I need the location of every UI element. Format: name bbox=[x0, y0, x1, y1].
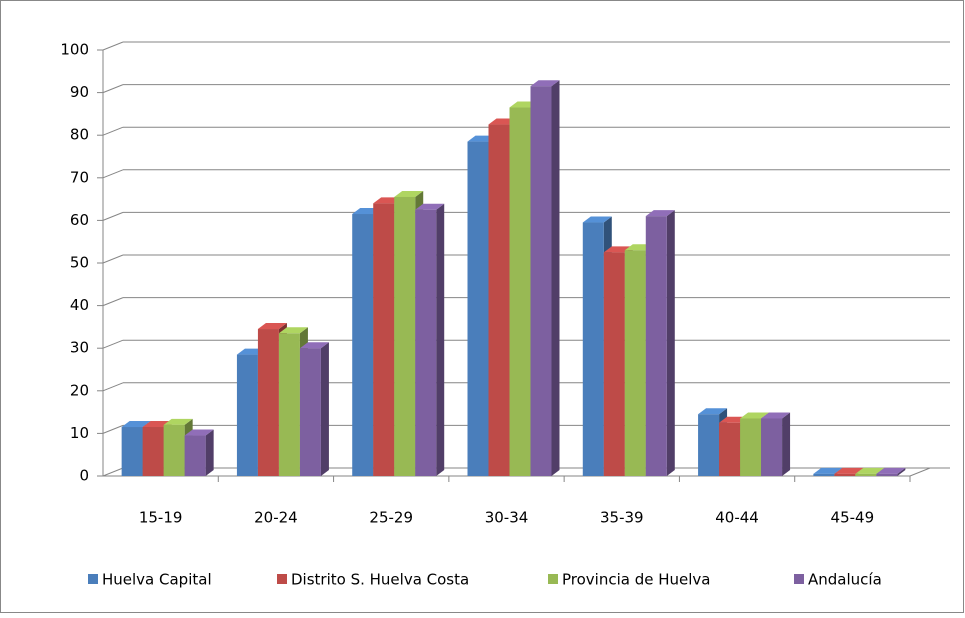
bar-front bbox=[394, 196, 416, 476]
grid-depth bbox=[102, 169, 124, 179]
y-tick-label: 0 bbox=[79, 467, 89, 485]
y-tick-label: 40 bbox=[70, 296, 89, 314]
bar-front bbox=[603, 252, 625, 476]
bar-front bbox=[257, 329, 279, 476]
bar-top bbox=[876, 467, 906, 474]
y-tick-label: 60 bbox=[70, 211, 89, 229]
x-tick-label: 25-29 bbox=[369, 509, 413, 527]
bar-front bbox=[719, 422, 741, 476]
bar-side bbox=[551, 80, 560, 477]
y-tick-label: 20 bbox=[70, 381, 89, 399]
bar-front bbox=[876, 473, 898, 476]
bar-front bbox=[761, 418, 783, 476]
bar-top bbox=[121, 421, 151, 428]
bar-front bbox=[645, 216, 667, 476]
bar-front bbox=[530, 86, 552, 477]
bar-front bbox=[813, 473, 835, 476]
x-tick-label: 20-24 bbox=[254, 509, 298, 527]
x-tick-label: 30-34 bbox=[485, 509, 529, 527]
bar-front bbox=[582, 222, 604, 476]
legend-swatch bbox=[277, 574, 287, 584]
bar bbox=[761, 412, 791, 476]
y-tick-label: 100 bbox=[60, 41, 89, 59]
bar-front bbox=[415, 209, 437, 476]
grid-depth bbox=[102, 467, 124, 477]
bar-front bbox=[142, 427, 164, 476]
bar-top bbox=[530, 80, 560, 87]
legend-label: Huelva Capital bbox=[102, 571, 212, 589]
y-tick-label: 90 bbox=[70, 83, 89, 101]
bar-top bbox=[163, 418, 193, 425]
bar bbox=[645, 210, 675, 476]
bar-top bbox=[645, 210, 675, 217]
bar-front bbox=[352, 214, 374, 476]
bar-front bbox=[121, 427, 143, 476]
bar-side bbox=[320, 342, 329, 476]
grid-depth bbox=[102, 382, 124, 392]
bar-top bbox=[278, 327, 308, 334]
bar-front bbox=[467, 141, 489, 476]
bar-front bbox=[299, 348, 321, 476]
y-tick-label: 10 bbox=[70, 424, 89, 442]
bar-top bbox=[415, 203, 445, 210]
grid-depth bbox=[102, 41, 124, 51]
legend-label: Andalucía bbox=[808, 571, 882, 589]
bar bbox=[184, 429, 214, 476]
legend-swatch bbox=[794, 574, 804, 584]
bar-top bbox=[834, 467, 864, 474]
legend-label: Provincia de Huelva bbox=[562, 571, 711, 589]
grid-depth bbox=[102, 297, 124, 307]
grid-depth bbox=[102, 84, 124, 94]
x-tick-label: 35-39 bbox=[600, 509, 644, 527]
x-tick-label: 40-44 bbox=[715, 509, 759, 527]
bar-front bbox=[163, 424, 185, 476]
bar-side bbox=[205, 429, 214, 476]
bar-front bbox=[509, 107, 531, 476]
bar-front bbox=[373, 203, 395, 477]
bar-front bbox=[488, 124, 510, 477]
bar-top bbox=[761, 412, 791, 419]
bar bbox=[299, 342, 329, 476]
bar-top bbox=[740, 412, 770, 419]
grid-depth bbox=[102, 424, 124, 434]
bar-top bbox=[813, 467, 843, 474]
bar-top bbox=[257, 323, 287, 330]
bar-front bbox=[855, 473, 877, 476]
floor-side bbox=[909, 467, 931, 477]
bar-side bbox=[666, 210, 675, 476]
bar-top bbox=[299, 342, 329, 349]
bar bbox=[876, 467, 906, 476]
bar-side bbox=[897, 467, 906, 476]
bar-top bbox=[698, 408, 728, 415]
y-tick-label: 50 bbox=[70, 254, 89, 272]
bar-front bbox=[740, 418, 762, 476]
bar-front bbox=[834, 473, 856, 476]
bar bbox=[415, 203, 445, 476]
grid-depth bbox=[102, 126, 124, 136]
grid-depth bbox=[102, 339, 124, 349]
y-tick-label: 70 bbox=[70, 168, 89, 186]
grid-depth bbox=[102, 211, 124, 221]
legend-label: Distrito S. Huelva Costa bbox=[291, 571, 469, 589]
bar-front bbox=[698, 414, 720, 476]
bar-top bbox=[394, 190, 424, 197]
legend-swatch bbox=[548, 574, 558, 584]
bar-front bbox=[236, 354, 258, 476]
bar bbox=[530, 80, 560, 477]
x-tick-label: 45-49 bbox=[831, 509, 875, 527]
bar-top bbox=[582, 216, 612, 223]
bar-top bbox=[855, 467, 885, 474]
bar-side bbox=[436, 203, 445, 476]
x-tick-label: 15-19 bbox=[139, 509, 183, 527]
legend-swatch bbox=[88, 574, 98, 584]
bar-front bbox=[184, 435, 206, 476]
bar-side bbox=[782, 412, 791, 476]
bar-top bbox=[184, 429, 214, 436]
bar-front bbox=[278, 333, 300, 476]
y-tick-label: 30 bbox=[70, 339, 89, 357]
bar-front bbox=[624, 250, 646, 476]
y-tick-label: 80 bbox=[70, 126, 89, 144]
grid-depth bbox=[102, 254, 124, 264]
